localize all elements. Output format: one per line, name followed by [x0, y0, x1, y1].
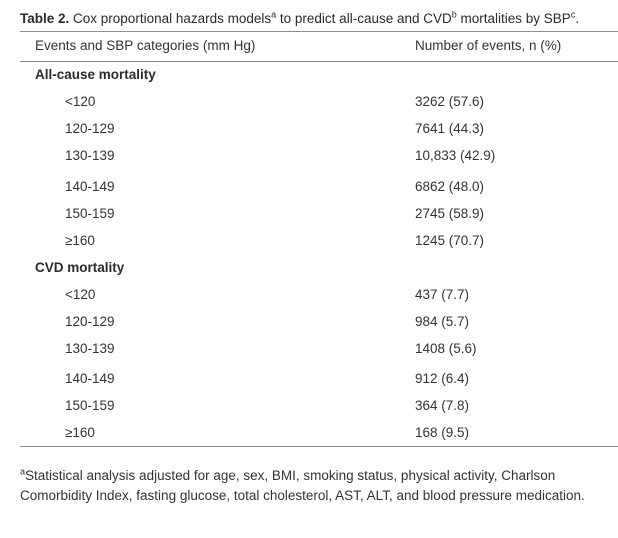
row-events: 364 (7.8) [415, 398, 470, 413]
header-number-of-events: Number of events, n (%) [415, 38, 562, 53]
caption-footnote-marker-b: b [451, 9, 457, 20]
row-category: 130-139 [65, 341, 115, 356]
table-row: 150-159 2745 (58.9) [0, 204, 618, 224]
table-row: 150-159 364 (7.8) [0, 396, 618, 416]
row-category: 120-129 [65, 121, 115, 136]
row-category: <120 [65, 94, 96, 109]
table-row: 120-129 7641 (44.3) [0, 119, 618, 139]
footnote-marker: a [20, 466, 26, 477]
table-caption: Table 2. Cox proportional hazards models… [20, 10, 612, 28]
caption-footnote-marker-c: c [570, 9, 576, 20]
row-category: <120 [65, 287, 96, 302]
table-row: 140-149 6862 (48.0) [0, 177, 618, 197]
caption-text-1: Cox proportional hazards models [69, 11, 272, 26]
table-row: 130-139 10,833 (42.9) [0, 146, 618, 166]
row-events: 437 (7.7) [415, 287, 470, 302]
footnote-text: Statistical analysis adjusted for age, s… [20, 468, 585, 503]
caption-text-3: mortalities by SBP [456, 11, 571, 26]
caption-text-end: . [575, 11, 580, 26]
row-events: 3262 (57.6) [415, 94, 485, 109]
row-events: 912 (6.4) [415, 371, 470, 386]
table-row: ≥160 168 (9.5) [0, 423, 618, 443]
row-category: 150-159 [65, 206, 115, 221]
table-row: 140-149 912 (6.4) [0, 369, 618, 389]
row-events: 984 (5.7) [415, 314, 470, 329]
table-row: <120 437 (7.7) [0, 285, 618, 305]
table-footnote: aStatistical analysis adjusted for age, … [20, 466, 600, 506]
row-events: 1408 (5.6) [415, 341, 477, 356]
header-sbp-category: Events and SBP categories (mm Hg) [35, 38, 256, 53]
row-events: 6862 (48.0) [415, 179, 485, 194]
table-label: Table 2. [20, 11, 70, 26]
row-category: 120-129 [65, 314, 115, 329]
row-events: 1245 (70.7) [415, 233, 485, 248]
section-title-all-cause: All-cause mortality [35, 67, 156, 82]
row-category: 140-149 [65, 371, 115, 386]
row-events: 7641 (44.3) [415, 121, 485, 136]
row-category: 140-149 [65, 179, 115, 194]
row-events: 2745 (58.9) [415, 206, 485, 221]
table-row: 130-139 1408 (5.6) [0, 339, 618, 359]
table-row: <120 3262 (57.6) [0, 92, 618, 112]
caption-footnote-marker-a: a [271, 9, 277, 20]
row-events: 10,833 (42.9) [415, 148, 496, 163]
table-header-rule [20, 61, 618, 62]
table-header-row: Events and SBP categories (mm Hg) Number… [0, 31, 618, 61]
table-bottom-rule [20, 446, 618, 447]
table-row: ≥160 1245 (70.7) [0, 231, 618, 251]
row-category: 150-159 [65, 398, 115, 413]
table-top-rule [20, 31, 618, 32]
row-category: 130-139 [65, 148, 115, 163]
section-title-cvd: CVD mortality [35, 260, 125, 275]
row-category: ≥160 [65, 233, 95, 248]
table-row: 120-129 984 (5.7) [0, 312, 618, 332]
row-events: 168 (9.5) [415, 425, 470, 440]
row-category: ≥160 [65, 425, 95, 440]
caption-text-2: to predict all-cause and CVD [276, 11, 452, 26]
